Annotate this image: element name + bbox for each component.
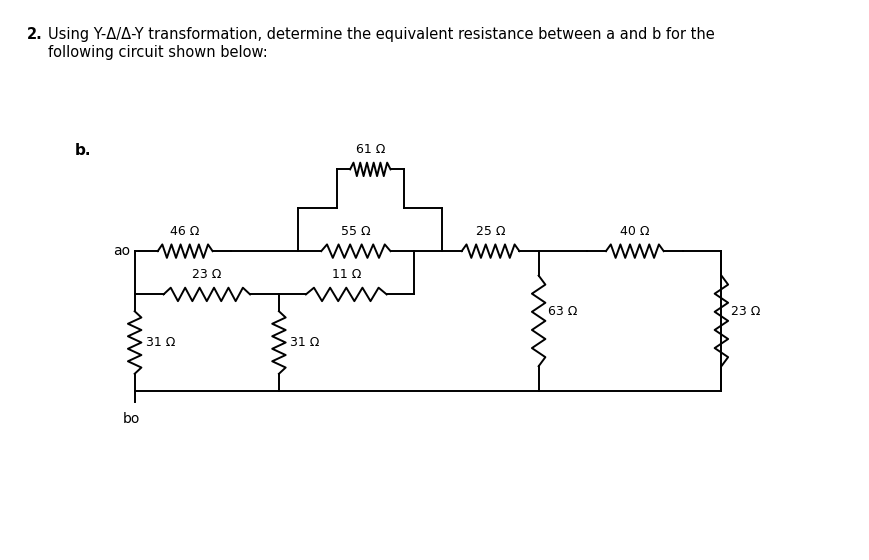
Text: 25 Ω: 25 Ω: [475, 225, 505, 237]
Text: b.: b.: [75, 143, 91, 158]
Text: 11 Ω: 11 Ω: [331, 268, 361, 281]
Text: 23 Ω: 23 Ω: [192, 268, 222, 281]
Text: Using Y-Δ/Δ-Y transformation, determine the equivalent resistance between a and : Using Y-Δ/Δ-Y transformation, determine …: [48, 27, 714, 42]
Text: 40 Ω: 40 Ω: [620, 225, 649, 237]
Text: bo: bo: [123, 412, 140, 426]
Text: 63 Ω: 63 Ω: [547, 305, 577, 318]
Text: following circuit shown below:: following circuit shown below:: [48, 45, 268, 60]
Text: 31 Ω: 31 Ω: [146, 336, 176, 349]
Text: 31 Ω: 31 Ω: [290, 336, 320, 349]
Text: 23 Ω: 23 Ω: [730, 305, 760, 318]
Text: 61 Ω: 61 Ω: [355, 143, 385, 156]
Text: 46 Ω: 46 Ω: [170, 225, 200, 237]
Text: 55 Ω: 55 Ω: [341, 225, 370, 237]
Text: 2.: 2.: [27, 27, 43, 42]
Text: ao: ao: [113, 244, 129, 258]
